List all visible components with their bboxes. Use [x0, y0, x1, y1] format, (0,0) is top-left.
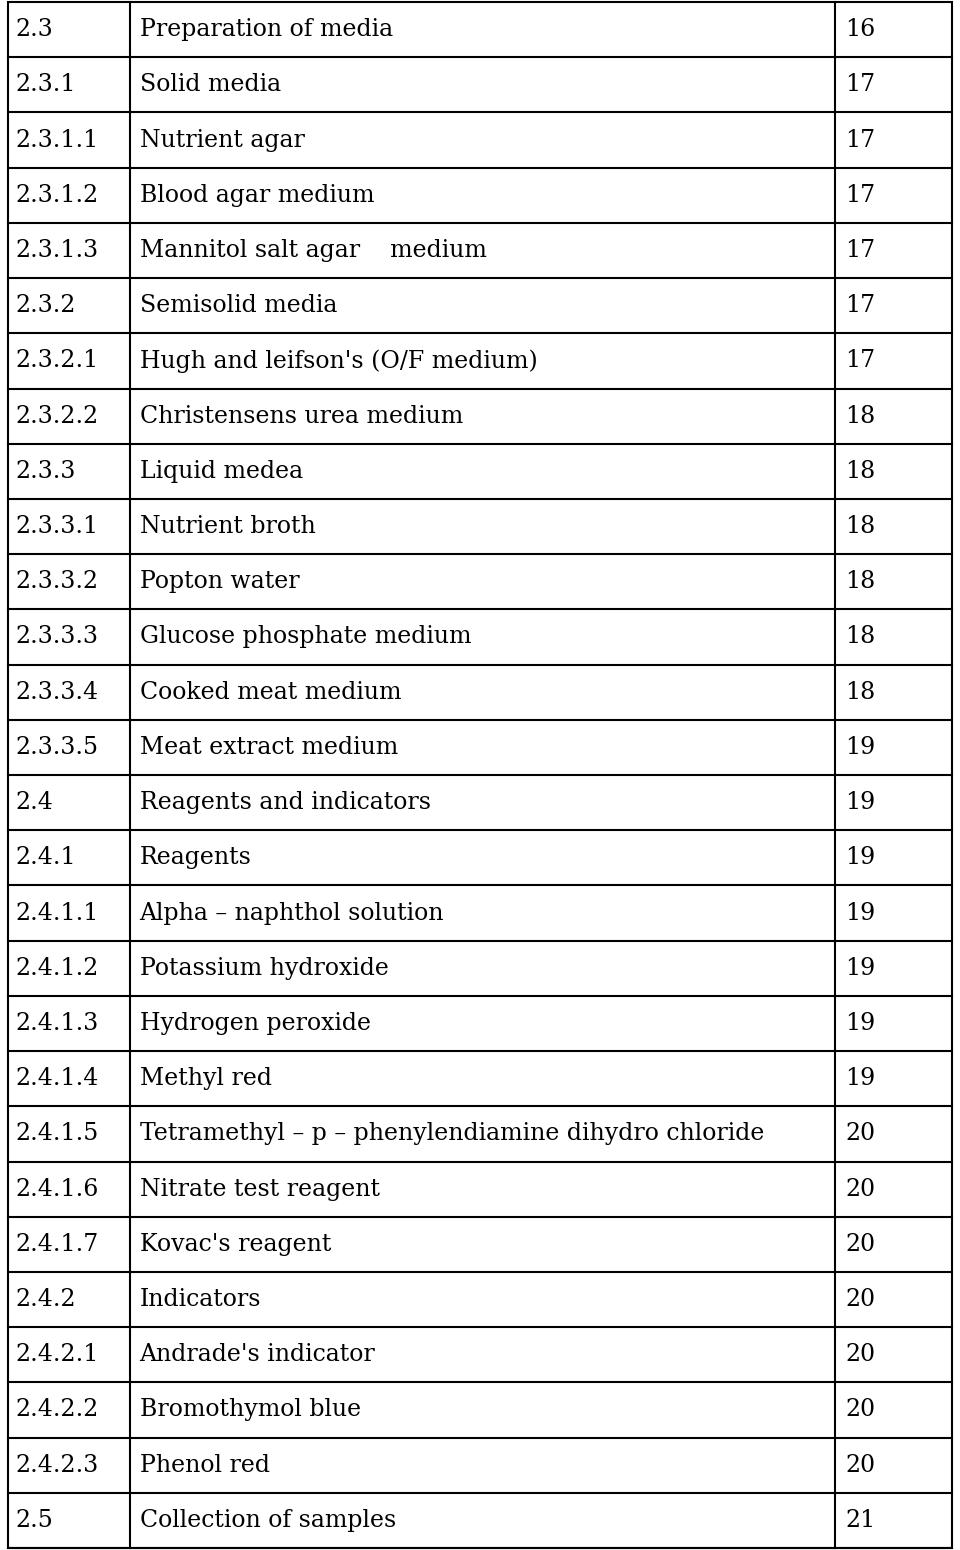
Text: 2.4.1.3: 2.4.1.3: [15, 1012, 99, 1035]
Text: Solid media: Solid media: [139, 73, 280, 96]
Text: Kovac's reagent: Kovac's reagent: [139, 1232, 331, 1256]
Text: 2.3.1.2: 2.3.1.2: [15, 184, 99, 206]
Text: 20: 20: [845, 1454, 876, 1477]
Text: 17: 17: [845, 349, 876, 372]
Text: Meat extract medium: Meat extract medium: [139, 736, 397, 760]
Text: 17: 17: [845, 239, 876, 262]
Text: 2.3.3.5: 2.3.3.5: [15, 736, 99, 760]
Text: 2.3.3: 2.3.3: [15, 460, 76, 482]
Text: 19: 19: [845, 956, 876, 980]
Text: 20: 20: [845, 1398, 876, 1421]
Text: Glucose phosphate medium: Glucose phosphate medium: [139, 626, 471, 648]
Text: 18: 18: [845, 680, 876, 704]
Text: 2.3.1.1: 2.3.1.1: [15, 129, 99, 152]
Text: 2.3.2: 2.3.2: [15, 294, 76, 318]
Text: Collection of samples: Collection of samples: [139, 1508, 396, 1531]
Text: 2.3.3.2: 2.3.3.2: [15, 570, 99, 594]
Text: 17: 17: [845, 294, 876, 318]
Text: Nitrate test reagent: Nitrate test reagent: [139, 1178, 379, 1201]
Text: 2.4.2.2: 2.4.2.2: [15, 1398, 99, 1421]
Text: 2.3.3.3: 2.3.3.3: [15, 626, 99, 648]
Text: 2.4.1: 2.4.1: [15, 846, 76, 870]
Text: 2.3.2.1: 2.3.2.1: [15, 349, 99, 372]
Text: Cooked meat medium: Cooked meat medium: [139, 680, 401, 704]
Text: Popton water: Popton water: [139, 570, 300, 594]
Text: 2.3.2.2: 2.3.2.2: [15, 405, 99, 428]
Text: Phenol red: Phenol red: [139, 1454, 270, 1477]
Text: 18: 18: [845, 460, 876, 482]
Text: 2.4.2.1: 2.4.2.1: [15, 1344, 99, 1366]
Text: 2.4.2: 2.4.2: [15, 1288, 76, 1311]
Text: Hugh and leifson's (O/F medium): Hugh and leifson's (O/F medium): [139, 349, 538, 372]
Text: 21: 21: [845, 1508, 876, 1531]
Text: 2.3.3.1: 2.3.3.1: [15, 515, 99, 538]
Text: 2.3.1: 2.3.1: [15, 73, 76, 96]
Text: Reagents and indicators: Reagents and indicators: [139, 790, 431, 814]
Text: Mannitol salt agar    medium: Mannitol salt agar medium: [139, 239, 487, 262]
Text: 17: 17: [845, 73, 876, 96]
Text: 2.4.1.4: 2.4.1.4: [15, 1068, 99, 1090]
Text: 20: 20: [845, 1288, 876, 1311]
Text: 2.3.1.3: 2.3.1.3: [15, 239, 99, 262]
Text: 2.4.1.2: 2.4.1.2: [15, 956, 99, 980]
Text: Nutrient agar: Nutrient agar: [139, 129, 304, 152]
Text: Preparation of media: Preparation of media: [139, 19, 393, 42]
Text: 20: 20: [845, 1232, 876, 1256]
Text: 19: 19: [845, 736, 876, 760]
Text: Hydrogen peroxide: Hydrogen peroxide: [139, 1012, 371, 1035]
Text: 19: 19: [845, 846, 876, 870]
Text: 20: 20: [845, 1122, 876, 1145]
Text: Andrade's indicator: Andrade's indicator: [139, 1344, 375, 1366]
Text: Indicators: Indicators: [139, 1288, 261, 1311]
Text: Liquid medea: Liquid medea: [139, 460, 302, 482]
Text: 18: 18: [845, 405, 876, 428]
Text: Christensens urea medium: Christensens urea medium: [139, 405, 463, 428]
Text: 2.3.3.4: 2.3.3.4: [15, 680, 99, 704]
Text: 19: 19: [845, 790, 876, 814]
Text: 2.3: 2.3: [15, 19, 54, 42]
Text: 19: 19: [845, 902, 876, 924]
Text: 20: 20: [845, 1344, 876, 1366]
Text: 17: 17: [845, 129, 876, 152]
Text: 2.5: 2.5: [15, 1508, 54, 1531]
Text: Semisolid media: Semisolid media: [139, 294, 337, 318]
Text: 19: 19: [845, 1012, 876, 1035]
Text: 2.4.2.3: 2.4.2.3: [15, 1454, 99, 1477]
Text: Nutrient broth: Nutrient broth: [139, 515, 315, 538]
Text: Reagents: Reagents: [139, 846, 252, 870]
Text: 2.4.1.7: 2.4.1.7: [15, 1232, 99, 1256]
Text: 19: 19: [845, 1068, 876, 1090]
Text: 17: 17: [845, 184, 876, 206]
Text: 2.4.1.5: 2.4.1.5: [15, 1122, 99, 1145]
Text: 18: 18: [845, 570, 876, 594]
Text: Bromothymol blue: Bromothymol blue: [139, 1398, 361, 1421]
Text: 20: 20: [845, 1178, 876, 1201]
Text: Tetramethyl – p – phenylendiamine dihydro chloride: Tetramethyl – p – phenylendiamine dihydr…: [139, 1122, 764, 1145]
Text: Methyl red: Methyl red: [139, 1068, 272, 1090]
Text: Potassium hydroxide: Potassium hydroxide: [139, 956, 389, 980]
Text: 18: 18: [845, 626, 876, 648]
Text: 16: 16: [845, 19, 876, 42]
Text: 2.4: 2.4: [15, 790, 54, 814]
Text: Blood agar medium: Blood agar medium: [139, 184, 374, 206]
Text: Alpha – naphthol solution: Alpha – naphthol solution: [139, 902, 444, 924]
Text: 2.4.1.1: 2.4.1.1: [15, 902, 99, 924]
Text: 2.4.1.6: 2.4.1.6: [15, 1178, 99, 1201]
Text: 18: 18: [845, 515, 876, 538]
